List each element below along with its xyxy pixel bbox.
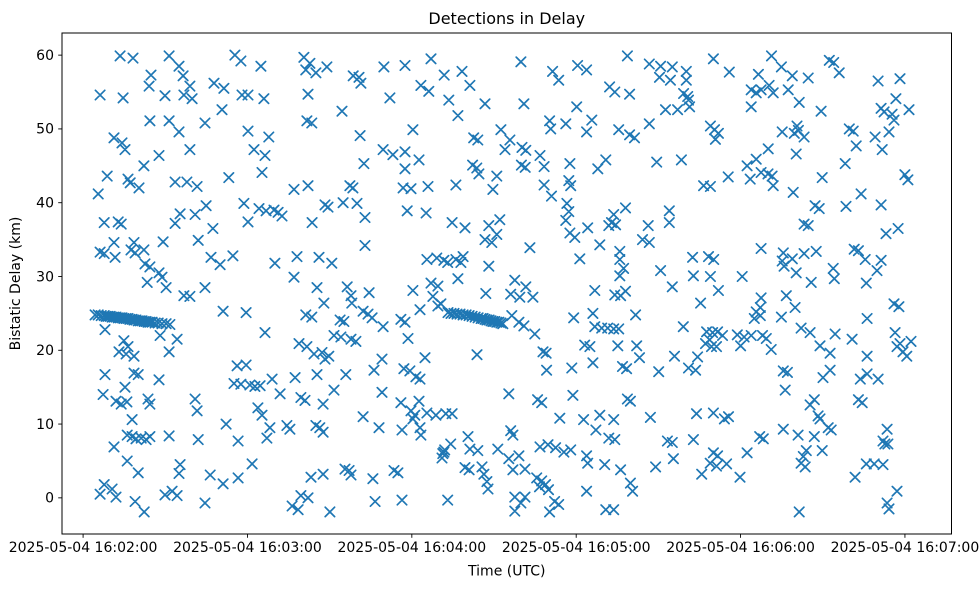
- x-tick-label: 2025-05-04 16:03:00: [173, 540, 322, 556]
- y-tick-label: 10: [36, 417, 54, 433]
- plot-border: [61, 32, 952, 535]
- y-tick-label: 30: [36, 269, 54, 285]
- scatter-points: [89, 49, 917, 518]
- y-tick-label: 60: [36, 48, 54, 64]
- axes: 2025-05-04 16:02:00 2025-05-04 16:03:00 20…: [9, 48, 980, 556]
- x-tick-label: 2025-05-04 16:06:00: [666, 540, 815, 556]
- y-tick-label: 0: [45, 491, 54, 507]
- chart-title: Detections in Delay: [428, 9, 585, 28]
- y-axis-label: Bistatic Delay (km): [8, 217, 24, 351]
- scatter-marker-path: [89, 49, 917, 518]
- x-tick-label: 2025-05-04 16:05:00: [502, 540, 651, 556]
- y-tick-label: 50: [36, 122, 54, 138]
- x-axis-label: Time (UTC): [467, 564, 545, 580]
- y-tick-label: 20: [36, 343, 54, 359]
- y-tick-label: 40: [36, 196, 54, 212]
- x-tick-label: 2025-05-04 16:04:00: [337, 540, 486, 556]
- x-tick-label: 2025-05-04 16:02:00: [9, 540, 158, 556]
- x-tick-label: 2025-05-04 16:07:00: [831, 540, 980, 556]
